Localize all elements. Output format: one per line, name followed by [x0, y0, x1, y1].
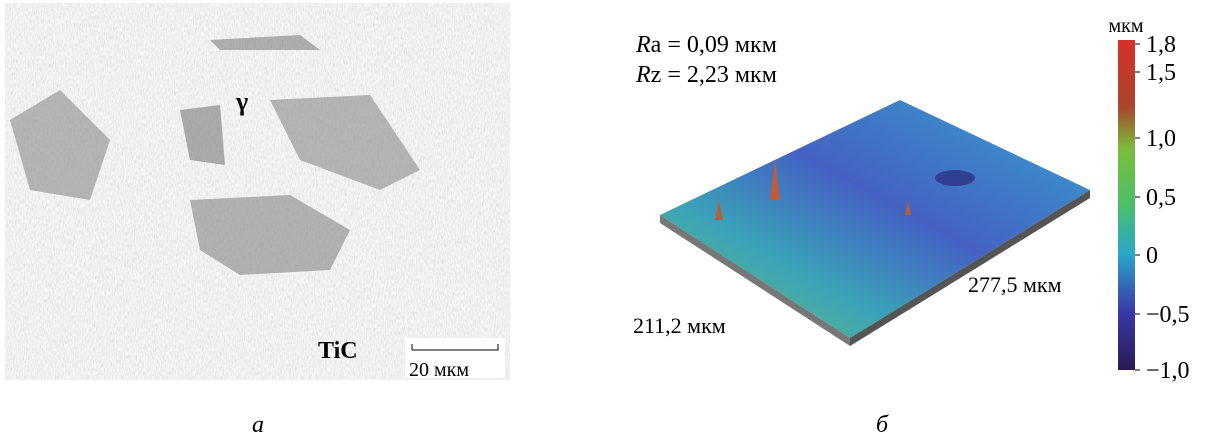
particle-label: TiC [318, 338, 358, 364]
colorbar [1118, 40, 1135, 370]
tick-label: 0,5 [1146, 185, 1176, 211]
figure: γ TiC 20 мкм а Ra = 0,09 мкмRz = 2,23 мк… [0, 0, 1220, 441]
colorbar-ticks: 1,81,5 1,0 0,5 0 −0,5 −1,0 [1135, 32, 1190, 384]
panel-label: а [252, 412, 264, 438]
tick-label: 0 [1146, 243, 1158, 269]
text: a = 0,09 мкм [651, 32, 777, 58]
micrograph [5, 3, 510, 380]
text: z = 2,23 мкм [651, 62, 777, 88]
symbol: R [635, 32, 651, 58]
surface-3d [660, 100, 1090, 346]
length-label: 277,5 мкм [968, 272, 1062, 297]
scale-bar-label: 20 мкм [409, 359, 469, 381]
phase-label: γ [235, 87, 248, 116]
symbol: R [635, 62, 651, 88]
tick-label: 1,8 [1146, 32, 1176, 58]
panel-label: б [876, 412, 889, 438]
width-label: 211,2 мкм [633, 313, 726, 338]
roughness-line: Ra = 0,09 мкм [635, 32, 777, 58]
tick-label: 1,5 [1146, 60, 1176, 86]
roughness-line: Rz = 2,23 мкм [635, 62, 777, 88]
tick-label: −1,0 [1146, 358, 1190, 384]
colorbar-unit: мкм [1108, 15, 1143, 37]
tick-label: −0,5 [1146, 302, 1190, 328]
tick-label: 1,0 [1146, 126, 1176, 152]
